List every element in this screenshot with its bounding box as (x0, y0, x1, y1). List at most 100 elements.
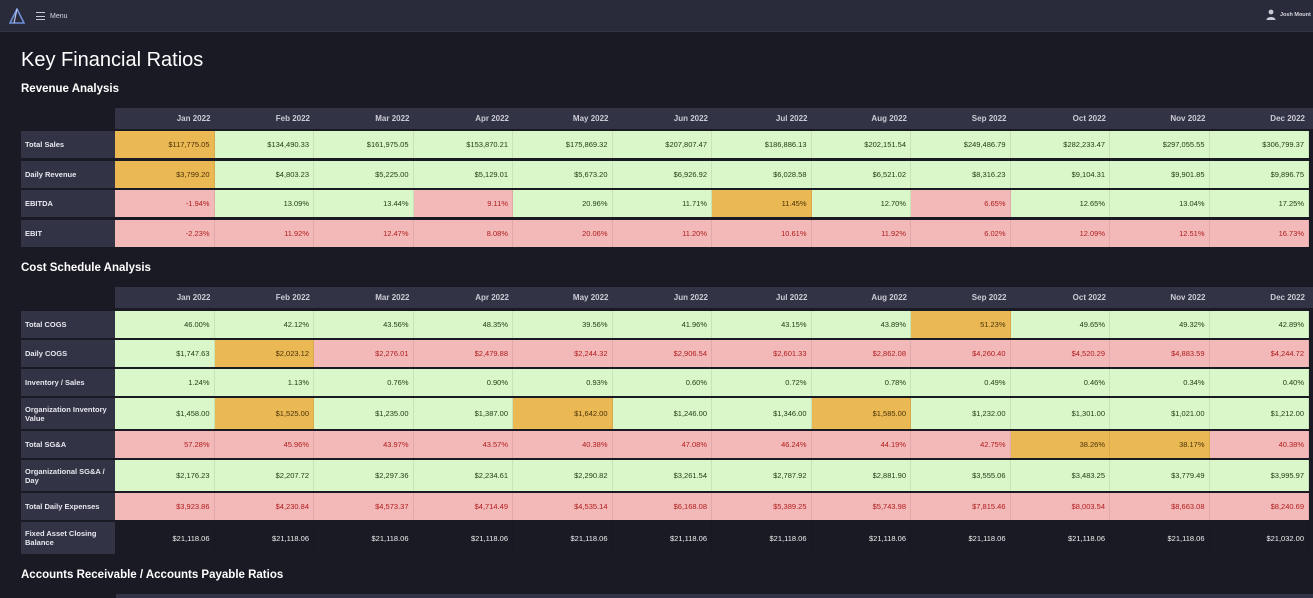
table-cell[interactable]: 39.56% (513, 311, 613, 338)
table-cell[interactable]: $2,862.08 (811, 340, 911, 367)
table-cell[interactable]: $153,870.21 (413, 131, 513, 158)
table-cell[interactable]: $2,234.61 (413, 460, 513, 491)
table-cell[interactable]: 46.24% (712, 431, 812, 458)
table-cell[interactable]: 9.11% (413, 190, 513, 217)
table-cell[interactable]: $1,642.00 (513, 398, 613, 429)
table-cell[interactable]: 1.24% (115, 369, 215, 396)
month-header[interactable]: Feb 2022 (275, 293, 310, 302)
table-cell[interactable]: $2,479.88 (413, 340, 513, 367)
table-cell[interactable]: 13.04% (1110, 190, 1210, 217)
table-cell[interactable]: 13.44% (314, 190, 414, 217)
table-cell[interactable]: -2.23% (115, 220, 215, 247)
table-cell[interactable]: 51.23% (911, 311, 1011, 338)
table-cell[interactable]: $2,601.33 (712, 340, 812, 367)
table-cell[interactable]: 11.92% (811, 220, 911, 247)
table-cell[interactable]: $3,779.49 (1110, 460, 1210, 491)
table-cell[interactable]: 48.35% (413, 311, 513, 338)
user-menu[interactable]: Josh Mount (1266, 9, 1311, 20)
table-cell[interactable]: 42.12% (214, 311, 314, 338)
table-cell[interactable]: $5,225.00 (314, 161, 414, 188)
table-cell[interactable]: 43.15% (712, 311, 812, 338)
table-cell[interactable]: $175,869.32 (513, 131, 613, 158)
table-cell[interactable]: $2,023.12 (214, 340, 314, 367)
table-cell[interactable]: $6,926.92 (612, 161, 712, 188)
table-cell[interactable]: 0.49% (911, 369, 1011, 396)
table-cell[interactable]: 6.02% (911, 220, 1011, 247)
table-cell[interactable]: $1,585.00 (811, 398, 911, 429)
table-cell[interactable]: 38.17% (1110, 431, 1210, 458)
table-cell[interactable]: $1,747.63 (115, 340, 215, 367)
table-cell[interactable]: -1.94% (115, 190, 215, 217)
table-cell[interactable]: $3,995.97 (1209, 460, 1309, 491)
month-header[interactable]: Apr 2022 (475, 293, 509, 302)
menu-button[interactable]: Menu (36, 9, 68, 23)
table-cell[interactable]: $2,276.01 (314, 340, 414, 367)
table-cell[interactable]: 0.40% (1209, 369, 1309, 396)
table-cell[interactable]: $2,207.72 (214, 460, 314, 491)
month-header[interactable]: Apr 2022 (475, 114, 509, 123)
table-cell[interactable]: $8,003.54 (1010, 493, 1110, 520)
table-cell[interactable]: 8.08% (413, 220, 513, 247)
month-header[interactable]: Dec 2022 (1270, 293, 1305, 302)
table-cell[interactable]: 0.46% (1010, 369, 1110, 396)
table-cell[interactable]: $297,055.55 (1110, 131, 1210, 158)
table-cell[interactable]: 0.93% (513, 369, 613, 396)
table-cell[interactable]: 46.00% (115, 311, 215, 338)
month-header[interactable]: Aug 2022 (871, 114, 907, 123)
table-cell[interactable]: $1,525.00 (214, 398, 314, 429)
table-cell[interactable]: $3,483.25 (1010, 460, 1110, 491)
table-cell[interactable]: $8,316.23 (911, 161, 1011, 188)
table-cell[interactable]: $4,573.37 (314, 493, 414, 520)
table-cell[interactable]: 20.06% (513, 220, 613, 247)
table-cell[interactable]: 0.90% (413, 369, 513, 396)
table-cell[interactable]: 57.28% (115, 431, 215, 458)
table-cell[interactable]: $2,881.90 (811, 460, 911, 491)
table-cell[interactable]: 12.51% (1110, 220, 1210, 247)
table-cell[interactable]: $1,346.00 (712, 398, 812, 429)
month-header[interactable]: Feb 2022 (275, 114, 310, 123)
month-header[interactable]: Jun 2022 (673, 114, 708, 123)
table-cell[interactable]: 43.89% (811, 311, 911, 338)
table-cell[interactable]: $3,923.86 (115, 493, 215, 520)
month-header[interactable]: Oct 2022 (1072, 114, 1106, 123)
table-cell[interactable]: $21,118.06 (811, 522, 911, 554)
table-cell[interactable]: 11.45% (712, 190, 812, 217)
month-header[interactable]: Jul 2022 (775, 293, 808, 302)
table-cell[interactable]: 6.65% (911, 190, 1011, 217)
table-cell[interactable]: $6,028.58 (712, 161, 812, 188)
table-cell[interactable]: 11.71% (612, 190, 712, 217)
table-cell[interactable]: $1,232.00 (911, 398, 1011, 429)
table-cell[interactable]: $1,212.00 (1209, 398, 1309, 429)
table-cell[interactable]: $21,118.06 (115, 522, 215, 554)
table-cell[interactable]: $6,521.02 (811, 161, 911, 188)
table-cell[interactable]: $202,151.54 (811, 131, 911, 158)
month-header[interactable]: Jul 2022 (775, 114, 808, 123)
table-cell[interactable]: 42.75% (911, 431, 1011, 458)
table-cell[interactable]: $2,176.23 (115, 460, 215, 491)
table-cell[interactable]: 49.32% (1110, 311, 1210, 338)
table-cell[interactable]: 11.92% (214, 220, 314, 247)
table-cell[interactable]: $3,799.20 (115, 161, 215, 188)
table-cell[interactable]: 16.73% (1209, 220, 1309, 247)
table-cell[interactable]: $5,129.01 (413, 161, 513, 188)
table-cell[interactable]: $9,896.75 (1209, 161, 1309, 188)
table-cell[interactable]: 0.72% (712, 369, 812, 396)
table-cell[interactable]: 0.60% (612, 369, 712, 396)
table-cell[interactable]: $7,815.46 (911, 493, 1011, 520)
table-cell[interactable]: 43.56% (314, 311, 414, 338)
table-cell[interactable]: $1,458.00 (115, 398, 215, 429)
table-cell[interactable]: $6,168.08 (612, 493, 712, 520)
table-cell[interactable]: $5,743.98 (811, 493, 911, 520)
month-header[interactable]: Dec 2022 (1270, 114, 1305, 123)
table-cell[interactable]: 17.25% (1209, 190, 1309, 217)
table-cell[interactable]: $2,244.32 (513, 340, 613, 367)
table-cell[interactable]: $1,246.00 (612, 398, 712, 429)
table-cell[interactable]: 49.65% (1010, 311, 1110, 338)
table-cell[interactable]: $4,260.40 (911, 340, 1011, 367)
table-cell[interactable]: $2,297.36 (314, 460, 414, 491)
month-header[interactable]: May 2022 (572, 114, 609, 123)
table-cell[interactable]: $2,906.54 (612, 340, 712, 367)
table-cell[interactable]: $9,901.85 (1110, 161, 1210, 188)
table-cell[interactable]: 12.47% (314, 220, 414, 247)
table-cell[interactable]: $1,235.00 (314, 398, 414, 429)
